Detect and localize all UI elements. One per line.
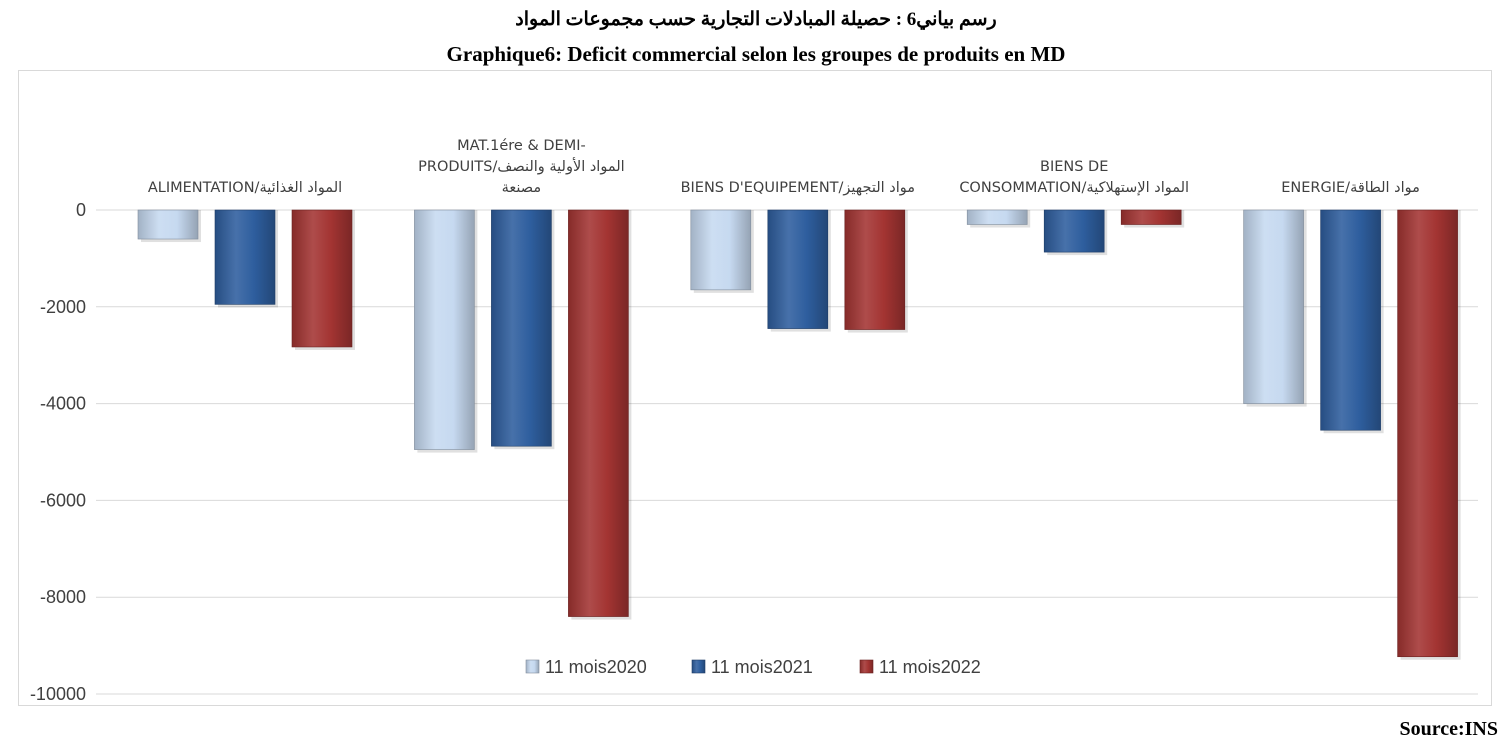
y-tick-label: -6000	[40, 490, 86, 510]
legend-label: 11 mois2021	[711, 657, 813, 677]
bar	[844, 209, 906, 330]
bar	[137, 209, 199, 240]
bar	[966, 209, 1028, 225]
bar	[291, 209, 353, 348]
bar	[1397, 209, 1458, 658]
category-label: مصنعة	[502, 180, 542, 196]
legend-swatch	[691, 659, 706, 674]
category-label: ENERGIE/مواد الطاقة	[1281, 180, 1420, 196]
category-label: BIENS DE	[1040, 159, 1108, 175]
bar	[767, 209, 829, 329]
category-label: CONSOMMATION/المواد الإستهلاكية	[959, 180, 1189, 196]
legend-label: 11 mois2022	[879, 657, 981, 677]
chart-title-french: Graphique6: Deficit commercial selon les…	[446, 42, 1066, 66]
bar	[568, 209, 629, 617]
y-tick-label: -10000	[30, 684, 86, 704]
category-label: ALIMENTATION/المواد الغذائية	[148, 180, 342, 196]
bar	[690, 209, 752, 291]
chart-title-arabic: رسم بياني6 : حصيلة المبادلات التجارية حس…	[515, 9, 997, 30]
category-label: MAT.1ére & DEMI-	[457, 138, 586, 154]
y-tick-label: -4000	[40, 394, 86, 414]
bar	[1043, 209, 1105, 253]
bar	[414, 209, 475, 450]
y-tick-label: -8000	[40, 587, 86, 607]
bar	[1120, 209, 1182, 225]
chart-frame	[18, 70, 1492, 706]
y-tick-label: 0	[76, 200, 86, 220]
bar	[1243, 209, 1304, 404]
legend-swatch	[525, 659, 540, 674]
category-label: PRODUITS/المواد الأولية والنصف	[418, 157, 625, 175]
bar	[491, 209, 552, 447]
legend-swatch	[859, 659, 874, 674]
category-label: BIENS D'EQUIPEMENT/مواد التجهيز	[681, 180, 915, 196]
bar	[1320, 209, 1381, 431]
legend-label: 11 mois2020	[545, 657, 647, 677]
y-tick-label: -2000	[40, 297, 86, 317]
source-note: Source:INS	[1399, 718, 1498, 740]
bar	[214, 209, 276, 305]
